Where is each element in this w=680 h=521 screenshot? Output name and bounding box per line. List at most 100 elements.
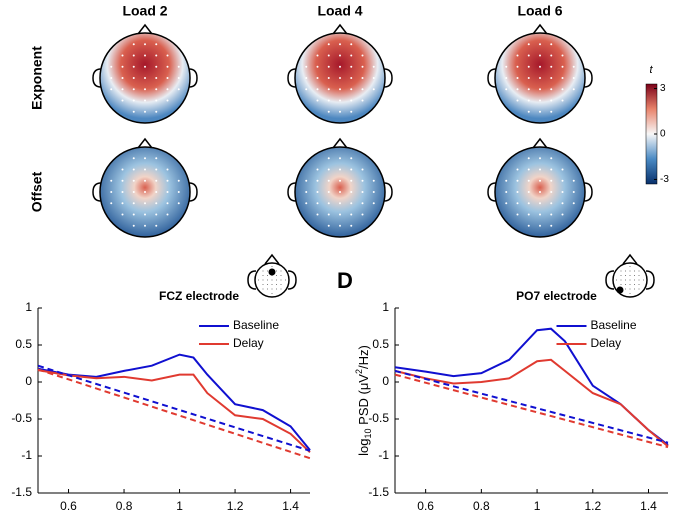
electrode [550,179,553,182]
electrode [539,88,541,91]
series-line [394,373,669,449]
electrode [305,179,308,182]
inset-electrode [616,279,617,281]
electrode [361,202,364,205]
electrode [350,179,353,182]
electrode [572,179,575,182]
inset-electrode [634,284,635,285]
electrode [327,213,330,216]
inset-electrode [629,275,631,276]
electrode [527,65,530,68]
electrode [166,179,169,182]
electrode [121,213,124,216]
electrode [527,213,530,216]
electrode [316,213,319,216]
electrode [144,88,146,91]
electrode [516,213,519,216]
electrode [561,202,564,205]
electrode [177,202,180,205]
inset-electrode [262,270,264,272]
electrode [166,77,169,79]
x-tick-label: 1 [534,499,541,513]
electrode [527,168,530,171]
inset-electrode [629,284,631,285]
electrode [132,54,135,57]
series-line [37,368,311,460]
nose [137,23,153,35]
ear [487,182,497,202]
inset-electrode [643,279,644,281]
electrode [316,202,319,205]
electrode [327,168,330,171]
electrode [339,99,341,102]
electrode [305,65,308,68]
ear [383,182,393,202]
legend-label: Delay [591,336,622,350]
inset-electrode [625,275,626,276]
electrode [155,65,158,68]
electrode [516,99,519,102]
electrode [516,202,519,205]
electrode [339,43,341,46]
electrode [539,99,541,102]
electrode [339,168,341,171]
inset-electrode [267,279,268,281]
electrode [305,202,308,205]
y-tick-label: 1 [25,300,32,314]
electrode [339,202,341,205]
electrode [550,202,553,205]
electrode [505,179,508,182]
y-tick-label: 0 [382,374,389,388]
electrode [132,77,135,79]
electrode [155,88,158,91]
electrode [516,77,519,79]
electrode [350,65,353,68]
electrode [144,99,146,102]
electrode [550,191,553,193]
y-tick-label: -0.5 [11,411,32,425]
inset-electrode [276,270,277,272]
inset-electrode [634,275,635,276]
electrode [327,88,330,91]
electrode [166,54,169,57]
electrode [305,191,308,193]
chart-title: PO7 electrode [516,289,597,303]
electrode [539,77,541,79]
x-tick-label: 0.8 [473,499,490,513]
electrode [516,54,519,57]
electrode [527,202,530,205]
electrode [155,43,158,46]
electrode [539,168,541,171]
electrode [372,77,375,79]
inset-electrode [620,279,622,281]
chart-title: FCZ electrode [159,289,239,303]
topoplots: Load 2 Load 4 Load 6 Exponent Offset t3 0 -3 [29,3,669,238]
inset-electrode [271,288,273,290]
electrode [350,110,353,113]
electrode [350,88,353,91]
ear [188,182,198,202]
electrode [550,157,553,160]
nose [264,253,280,265]
electrode [144,110,146,113]
electrode [177,88,180,91]
ear [583,182,593,202]
electrode [505,77,508,79]
electrode [550,213,553,216]
electrode [155,54,158,57]
electrode [550,168,553,171]
x-tick-label: 0.6 [60,499,77,513]
electrode [155,77,158,79]
inset-electrode [276,279,277,281]
electrode [110,202,113,205]
legend-label: Baseline [591,318,637,332]
electrode [339,191,341,193]
ear [287,270,297,290]
y-axis-label-part: /Hz) [356,345,371,369]
electrode [121,54,124,57]
inset-electrode [625,270,626,272]
electrode [327,157,330,160]
electrode [550,224,553,227]
electrode [350,54,353,57]
electrode [527,179,530,182]
